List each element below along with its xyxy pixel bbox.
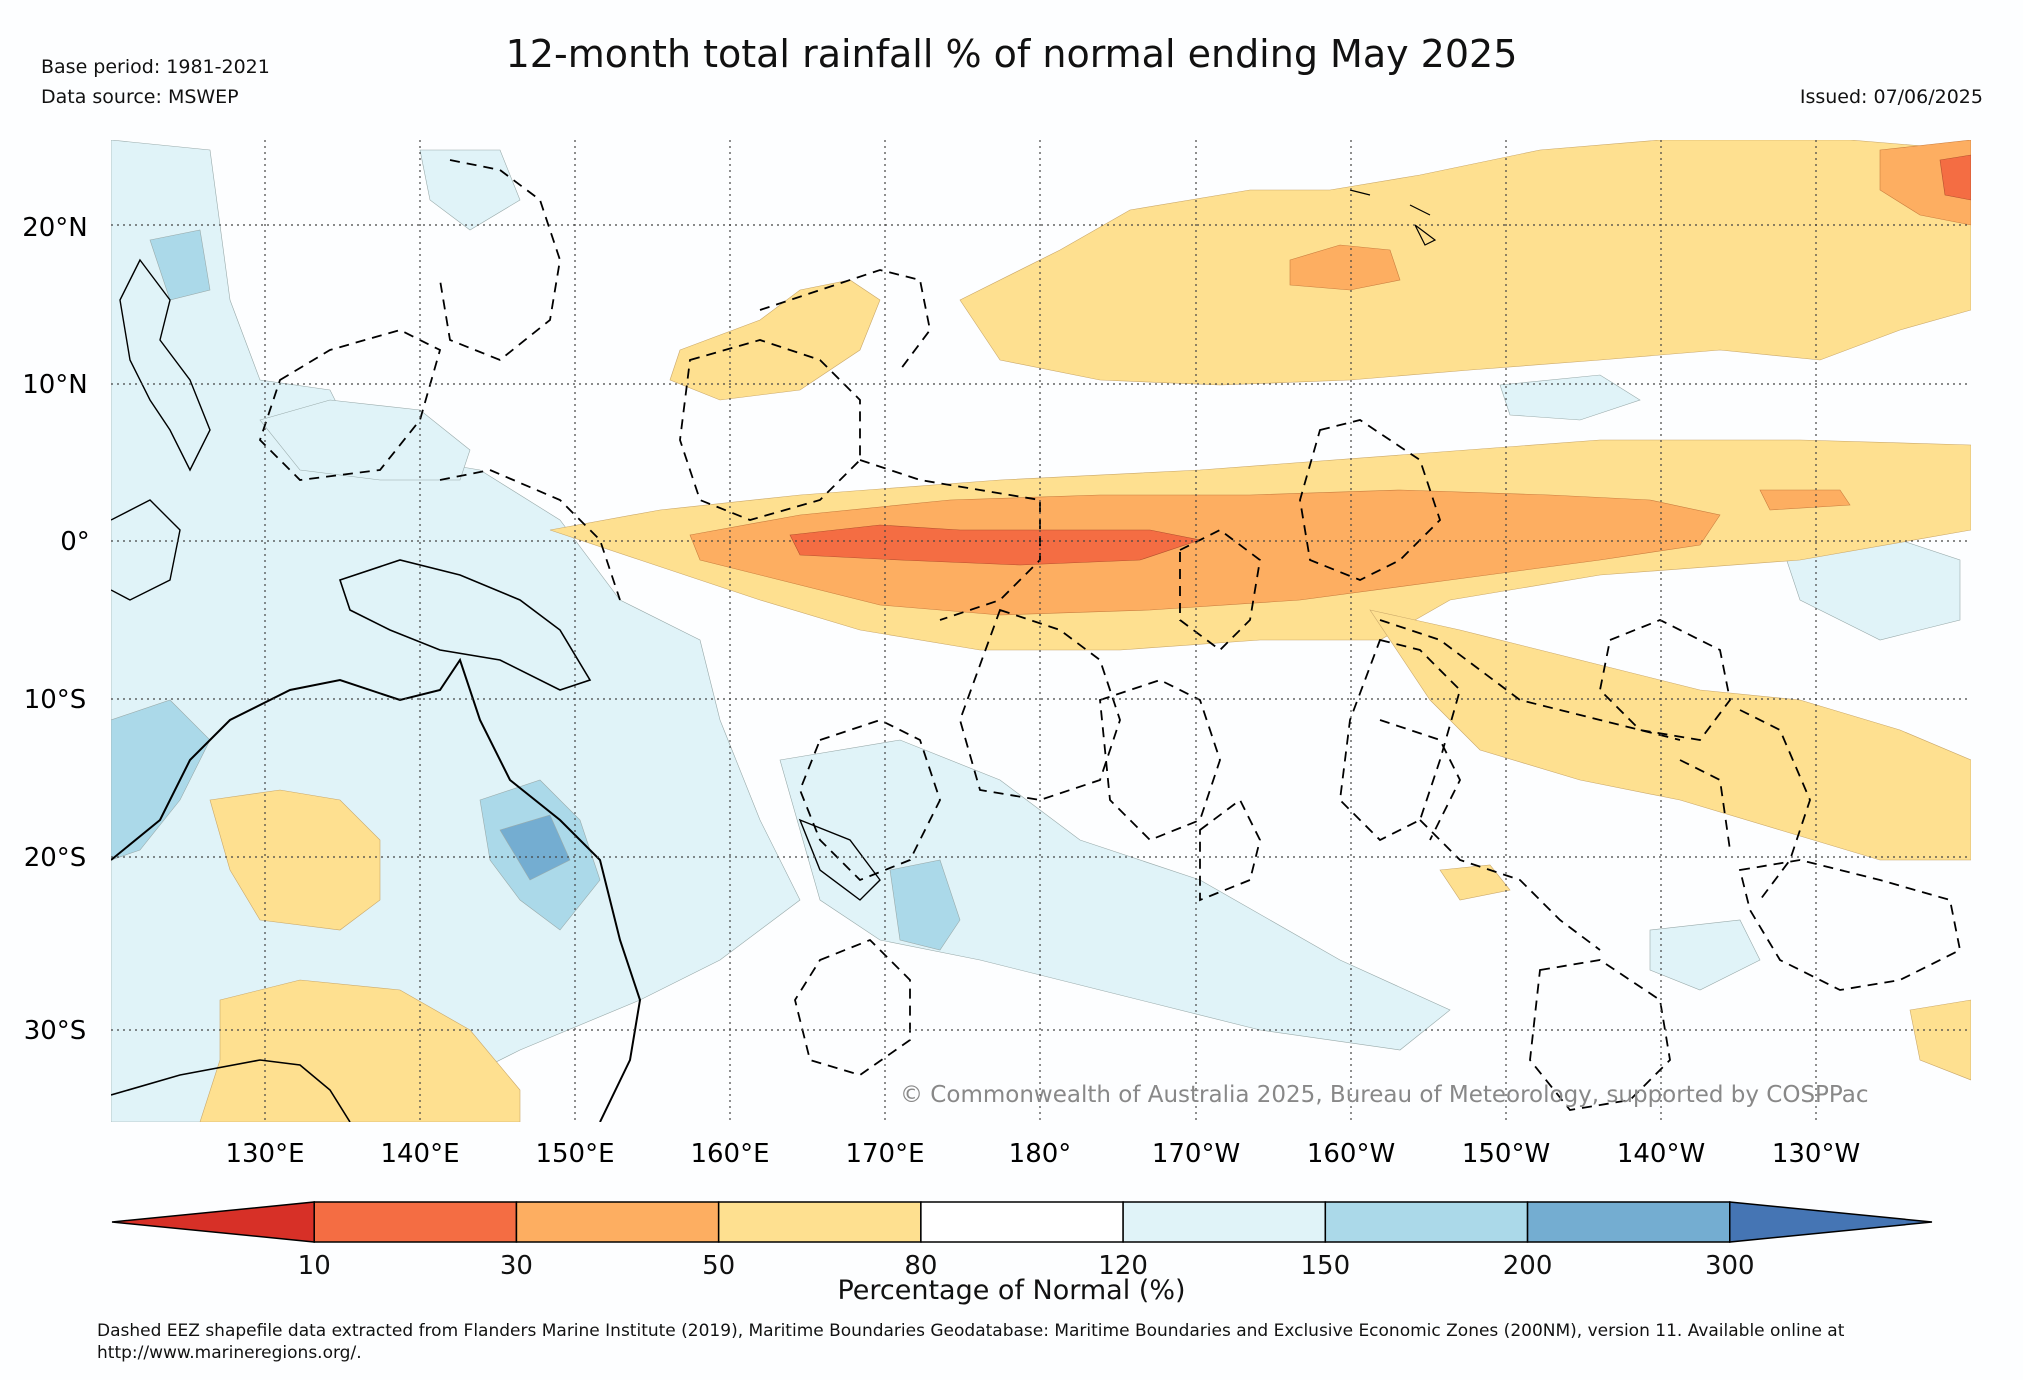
very-dry-region-east	[1759, 489, 1851, 511]
colorbar-extend-high	[1729, 1201, 1933, 1243]
coastline-philippines	[119, 258, 211, 472]
lon-label: 170°E	[845, 1139, 924, 1169]
gridlines	[111, 140, 1971, 1122]
lon-label: 150°E	[535, 1139, 614, 1169]
moderate-wet-region	[149, 229, 211, 301]
lon-label: 150°W	[1462, 1139, 1550, 1169]
dry-region-australia-north	[209, 789, 381, 931]
lon-label: 160°W	[1307, 1139, 1395, 1169]
very-dry-region-north	[1289, 244, 1401, 291]
data-source-text: Data source: MSWEP	[41, 86, 239, 108]
colorbar-segment	[1324, 1201, 1529, 1243]
lon-label: 170°W	[1152, 1139, 1240, 1169]
colorbar-tick-label: 200	[1503, 1251, 1553, 1281]
issued-date: Issued: 07/06/2025	[1799, 86, 1983, 108]
dry-region-australia-south	[199, 979, 521, 1122]
coastline-new-zealand	[798, 818, 881, 901]
colorbar-segment	[515, 1201, 720, 1243]
page-title: 12-month total rainfall % of normal endi…	[505, 32, 1518, 76]
colorbar-tick-label: 120	[1098, 1251, 1148, 1281]
coastline-australia-south	[111, 1059, 351, 1122]
lon-label: 130°E	[225, 1139, 304, 1169]
moderate-wet-region	[889, 859, 961, 951]
wet-region-east	[1499, 374, 1641, 421]
colorbar-tick-label: 300	[1705, 1251, 1755, 1281]
lon-label: 140°E	[380, 1139, 459, 1169]
severe-dry-region-ne	[1939, 154, 1971, 201]
lon-label: 130°W	[1772, 1139, 1860, 1169]
footnote: Dashed EEZ shapefile data extracted from…	[97, 1321, 1845, 1363]
very-wet-region	[499, 814, 571, 881]
coastline-borneo	[111, 499, 181, 601]
dry-region-islands	[1439, 864, 1511, 901]
colorbar-segment	[717, 1201, 922, 1243]
colorbar-extend-low	[111, 1201, 315, 1243]
moderate-wet-region	[111, 699, 211, 861]
wet-region-nw-islands	[259, 399, 471, 481]
colorbar-segment	[313, 1201, 518, 1243]
base-period-text: Base period: 1981-2021	[41, 56, 270, 78]
colorbar-tick-label: 30	[500, 1251, 533, 1281]
colorbar-segment	[1526, 1201, 1731, 1243]
lon-label: 140°W	[1617, 1139, 1705, 1169]
colorbar-tick-label: 10	[298, 1251, 331, 1281]
dry-region-north-pacific	[959, 140, 1971, 386]
dry-region-nw	[669, 279, 881, 401]
dry-region-far-se	[1909, 999, 1971, 1081]
lat-label: 20°N	[22, 213, 88, 243]
lon-label: 160°E	[690, 1139, 769, 1169]
dry-region-south-pacific	[1369, 609, 1971, 861]
colorbar-segment	[1122, 1201, 1327, 1243]
coastline-hawaii	[1349, 189, 1437, 246]
lon-label: 180°	[1009, 1139, 1072, 1169]
colorbar-tick-label: 80	[904, 1251, 937, 1281]
colorbar-tick-label: 50	[702, 1251, 735, 1281]
lat-label: 10°S	[24, 685, 87, 715]
lat-label: 20°S	[24, 843, 87, 873]
lat-label: 10°N	[22, 370, 88, 400]
wet-region-se	[1649, 919, 1761, 991]
coastline-australia	[111, 657, 642, 1122]
wet-region-north	[419, 149, 521, 231]
coastline-new-guinea	[338, 559, 592, 691]
eez-boundaries	[258, 159, 1962, 1111]
colorbar-label: Percentage of Normal (%)	[837, 1275, 1186, 1306]
colorbar-segment	[920, 1201, 1124, 1243]
very-dry-region-equatorial	[689, 489, 1721, 616]
lat-label: 0°	[60, 527, 90, 557]
lat-label: 30°S	[24, 1016, 87, 1046]
colorbar-tick-label: 150	[1301, 1251, 1351, 1281]
copyright-notice: © Commonwealth of Australia 2025, Bureau…	[900, 1082, 1869, 1108]
